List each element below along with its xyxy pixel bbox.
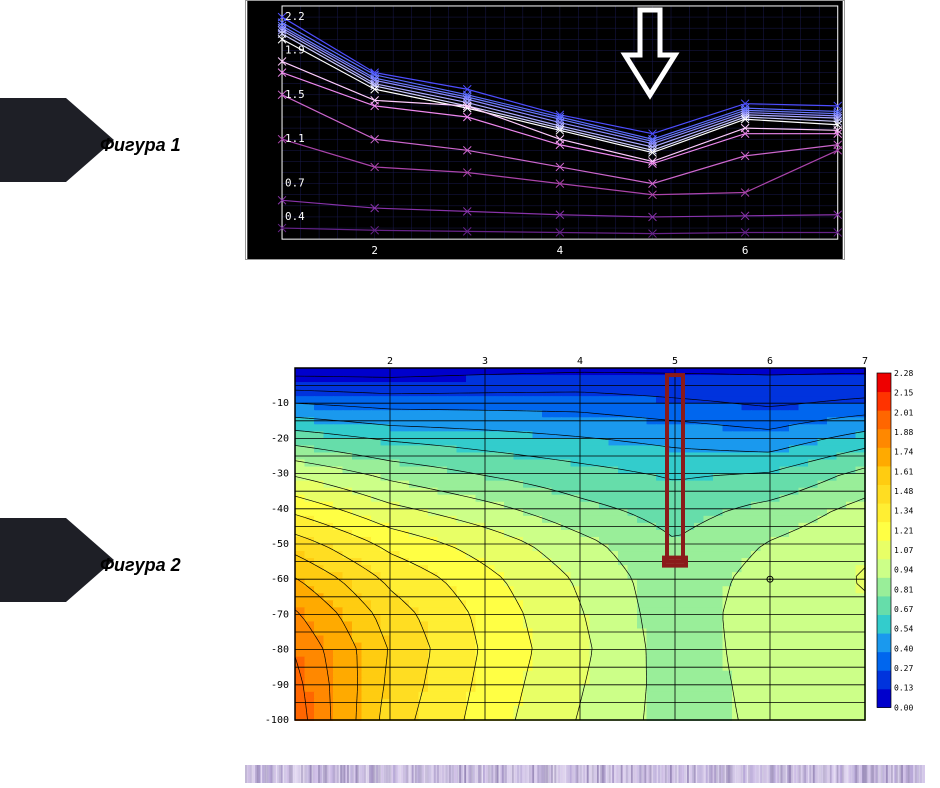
svg-text:1.5: 1.5 xyxy=(285,88,305,101)
svg-text:2.28: 2.28 xyxy=(894,369,913,378)
svg-text:0.54: 0.54 xyxy=(894,625,913,634)
svg-text:6: 6 xyxy=(767,356,773,367)
svg-text:-10: -10 xyxy=(271,398,289,409)
svg-text:-30: -30 xyxy=(271,469,289,480)
svg-text:1.61: 1.61 xyxy=(894,467,913,476)
svg-text:0.7: 0.7 xyxy=(285,177,305,190)
heatmap-chart: 2 3 4 5 6 7 -10 -20 -30 -40 -50 -60 -70 -80 -90 -100 0.0… xyxy=(245,350,925,730)
svg-text:1.07: 1.07 xyxy=(894,546,913,555)
svg-text:1.88: 1.88 xyxy=(894,428,913,437)
svg-text:1.74: 1.74 xyxy=(894,448,913,457)
svg-text:-80: -80 xyxy=(271,645,289,656)
svg-text:0.94: 0.94 xyxy=(894,566,913,575)
figure2-label: Фигура 2 xyxy=(100,555,181,576)
svg-text:4: 4 xyxy=(577,356,583,367)
svg-text:2: 2 xyxy=(387,356,393,367)
svg-text:7: 7 xyxy=(862,356,868,367)
svg-text:0.67: 0.67 xyxy=(894,605,913,614)
svg-text:-70: -70 xyxy=(271,609,289,620)
svg-text:1.21: 1.21 xyxy=(894,526,913,535)
chart1-container: 0.4 0.7 1.1 1.5 1.9 2.2 2 4 6 xyxy=(245,0,845,260)
svg-text:-50: -50 xyxy=(271,539,289,550)
chart2-container: 2 3 4 5 6 7 -10 -20 -30 -40 -50 -60 -70 -80 -90 -100 0.0… xyxy=(245,350,925,730)
svg-text:-20: -20 xyxy=(271,433,289,444)
svg-text:-60: -60 xyxy=(271,574,289,585)
svg-text:5: 5 xyxy=(672,356,678,367)
svg-text:2.2: 2.2 xyxy=(285,10,305,23)
svg-text:-40: -40 xyxy=(271,504,289,515)
svg-text:-90: -90 xyxy=(271,680,289,691)
svg-text:1.48: 1.48 xyxy=(894,487,913,496)
svg-text:6: 6 xyxy=(742,244,749,257)
svg-text:0.27: 0.27 xyxy=(894,664,913,673)
svg-text:3: 3 xyxy=(482,356,488,367)
svg-text:-100: -100 xyxy=(265,715,289,726)
svg-text:1.34: 1.34 xyxy=(894,507,913,516)
svg-text:2: 2 xyxy=(371,244,378,257)
svg-text:0.4: 0.4 xyxy=(285,210,305,223)
svg-text:2.01: 2.01 xyxy=(894,408,913,417)
svg-text:0.40: 0.40 xyxy=(894,644,913,653)
line-chart: 0.4 0.7 1.1 1.5 1.9 2.2 2 4 6 xyxy=(246,1,844,259)
svg-text:0.00: 0.00 xyxy=(894,703,913,712)
svg-text:1.1: 1.1 xyxy=(285,132,305,145)
svg-text:2.15: 2.15 xyxy=(894,389,913,398)
svg-text:4: 4 xyxy=(557,244,564,257)
down-arrow-icon xyxy=(620,5,680,100)
svg-text:1.9: 1.9 xyxy=(285,43,305,56)
noise-bar xyxy=(245,765,925,783)
figure1-label: Фигура 1 xyxy=(100,135,181,156)
svg-text:0.81: 0.81 xyxy=(894,585,913,594)
svg-text:0.13: 0.13 xyxy=(894,684,913,693)
